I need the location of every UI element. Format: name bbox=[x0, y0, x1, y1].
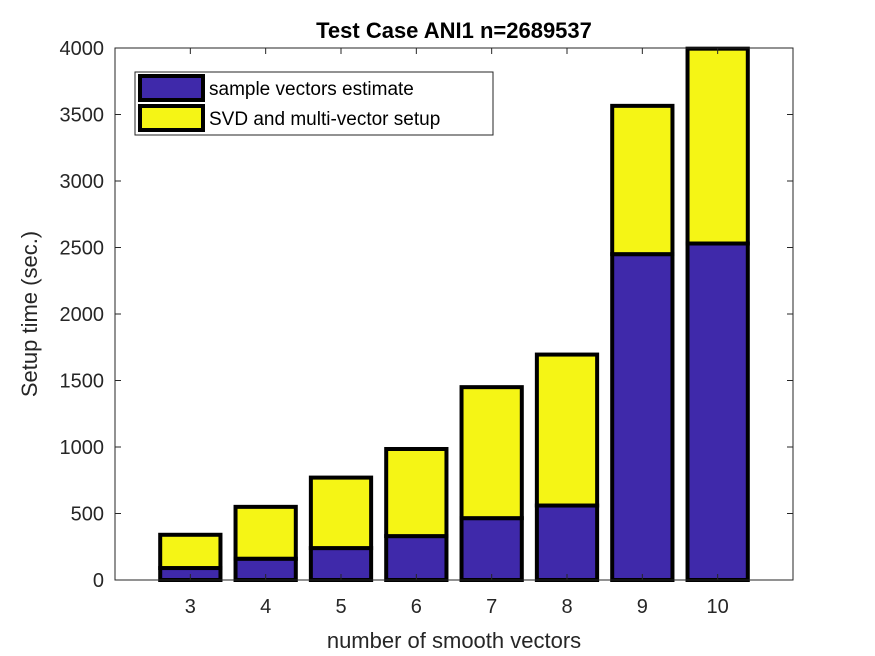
bar-6-series-1 bbox=[384, 534, 449, 582]
y-tick-label: 4000 bbox=[60, 38, 105, 60]
x-axis-ticks: 3 4 5 6 7 8 9 10 bbox=[185, 48, 729, 618]
bar-4-series-2 bbox=[233, 504, 298, 561]
y-tick-label: 3000 bbox=[60, 171, 105, 193]
y-tick-label: 3500 bbox=[60, 105, 105, 127]
x-tick-label: 6 bbox=[411, 596, 422, 618]
bar-3-series-2 bbox=[158, 532, 223, 571]
x-tick-label: 7 bbox=[486, 596, 497, 618]
bar-9-series-1 bbox=[610, 252, 675, 582]
chart-title: Test Case ANI1 n=2689537 bbox=[316, 18, 592, 43]
bar-6-series-2 bbox=[384, 446, 449, 539]
y-axis-ticks: 0 500 1000 1500 2000 2500 3000 3500 4000 bbox=[60, 38, 793, 592]
y-tick-label: 0 bbox=[93, 570, 104, 592]
bar-9-series-2 bbox=[610, 103, 675, 257]
y-tick-label: 2000 bbox=[60, 304, 105, 326]
x-axis-label: number of smooth vectors bbox=[327, 628, 581, 653]
x-tick-label: 4 bbox=[260, 596, 271, 618]
legend-swatch-2 bbox=[138, 104, 205, 132]
y-tick-label: 500 bbox=[71, 504, 104, 526]
bar-7-series-1 bbox=[459, 516, 524, 583]
bar-10-series-2 bbox=[685, 46, 750, 246]
legend-label-2: SVD and multi-vector setup bbox=[209, 109, 440, 130]
y-tick-label: 1500 bbox=[60, 371, 105, 393]
bar-8-series-1 bbox=[534, 503, 600, 582]
x-tick-label: 3 bbox=[185, 596, 196, 618]
bar-10-series-1 bbox=[685, 241, 750, 582]
bar-8-series-2 bbox=[534, 352, 600, 508]
y-tick-label: 2500 bbox=[60, 238, 105, 260]
y-tick-label: 1000 bbox=[60, 437, 105, 459]
bars-group bbox=[158, 46, 750, 583]
legend-swatch-1 bbox=[138, 74, 205, 102]
x-tick-label: 9 bbox=[637, 596, 648, 618]
x-tick-label: 5 bbox=[335, 596, 346, 618]
x-tick-label: 8 bbox=[561, 596, 572, 618]
bar-7-series-2 bbox=[459, 385, 524, 521]
bar-5-series-2 bbox=[308, 475, 374, 551]
plot-area bbox=[115, 48, 793, 580]
x-tick-label: 10 bbox=[707, 596, 729, 618]
y-axis-label: Setup time (sec.) bbox=[17, 231, 42, 397]
legend: sample vectors estimate SVD and multi-vec… bbox=[134, 71, 494, 136]
legend-label-1: sample vectors estimate bbox=[209, 79, 414, 100]
